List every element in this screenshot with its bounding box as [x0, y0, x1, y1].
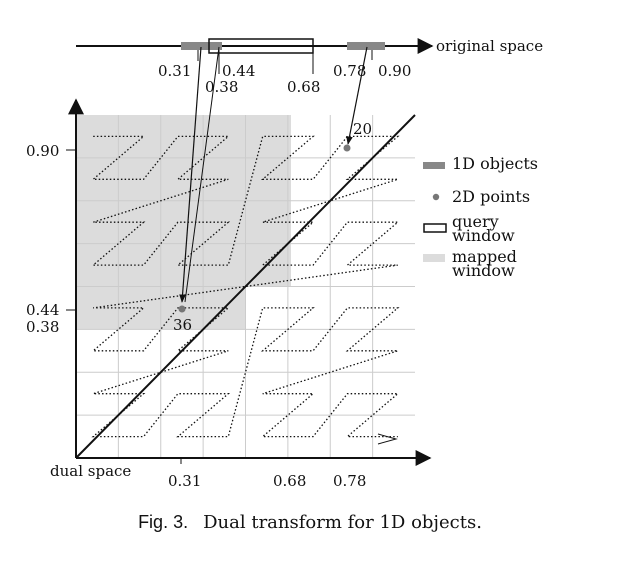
object-bar-0.78-0.90 [347, 42, 385, 50]
legend-query-window-label-1: query [452, 212, 499, 231]
top-label-0.38: 0.38 [205, 78, 238, 96]
legend-mapped-window-label-2: window [452, 261, 515, 280]
dual-y-ticks [66, 149, 76, 311]
query-window-box [208, 38, 314, 54]
mapped-window-region [76, 115, 291, 329]
point-20 [343, 144, 351, 152]
dual-space-label: dual space [50, 462, 131, 480]
top-label-0.44: 0.44 [222, 62, 255, 80]
caption-prefix: Fig. 3. [138, 512, 189, 532]
point-36 [178, 305, 186, 313]
top-label-0.90: 0.90 [378, 62, 411, 80]
legend-2d-points-label: 2D points [452, 187, 530, 206]
mapping-arrow-36-b [184, 46, 220, 303]
diagonal-line [75, 114, 416, 459]
caption-title: Dual transform for 1D objects. [203, 512, 482, 533]
z-order-curve-end-arrow [377, 433, 398, 445]
legend-mapped-window-label-1: mapped [452, 247, 517, 266]
dual-y-label-0.44: 0.44 [26, 301, 59, 319]
original-space-ticks [197, 50, 373, 74]
object-bar-0.31-0.44 [181, 42, 222, 50]
legend-2d-points-swatch [432, 193, 440, 201]
dual-x-label-0.78: 0.78 [333, 472, 366, 490]
original-space-label: original space [436, 37, 543, 55]
top-label-0.78: 0.78 [333, 62, 366, 80]
dual-y-label-0.90: 0.90 [26, 142, 59, 160]
legend-1d-objects-swatch [423, 162, 445, 169]
top-label-0.31: 0.31 [158, 62, 191, 80]
point-20-label: 20 [353, 120, 372, 138]
dual-x-label-0.31: 0.31 [168, 472, 201, 490]
figure-caption: Fig. 3. Dual transform for 1D objects. [0, 512, 620, 533]
mapping-arrow-20 [346, 46, 368, 145]
legend-1d-objects-label: 1D objects [452, 154, 538, 173]
legend-mapped-window-swatch [423, 254, 445, 262]
legend-query-window-swatch [423, 223, 447, 233]
dual-y-label-0.38: 0.38 [26, 318, 59, 336]
legend: 1D objects 2D points query window mapped… [423, 154, 538, 280]
legend-query-window-label-2: window [452, 226, 515, 245]
dual-x-label-0.68: 0.68 [273, 472, 306, 490]
point-36-label: 36 [173, 316, 192, 334]
top-label-0.68: 0.68 [287, 78, 320, 96]
mapping-arrow-36 [179, 46, 202, 303]
